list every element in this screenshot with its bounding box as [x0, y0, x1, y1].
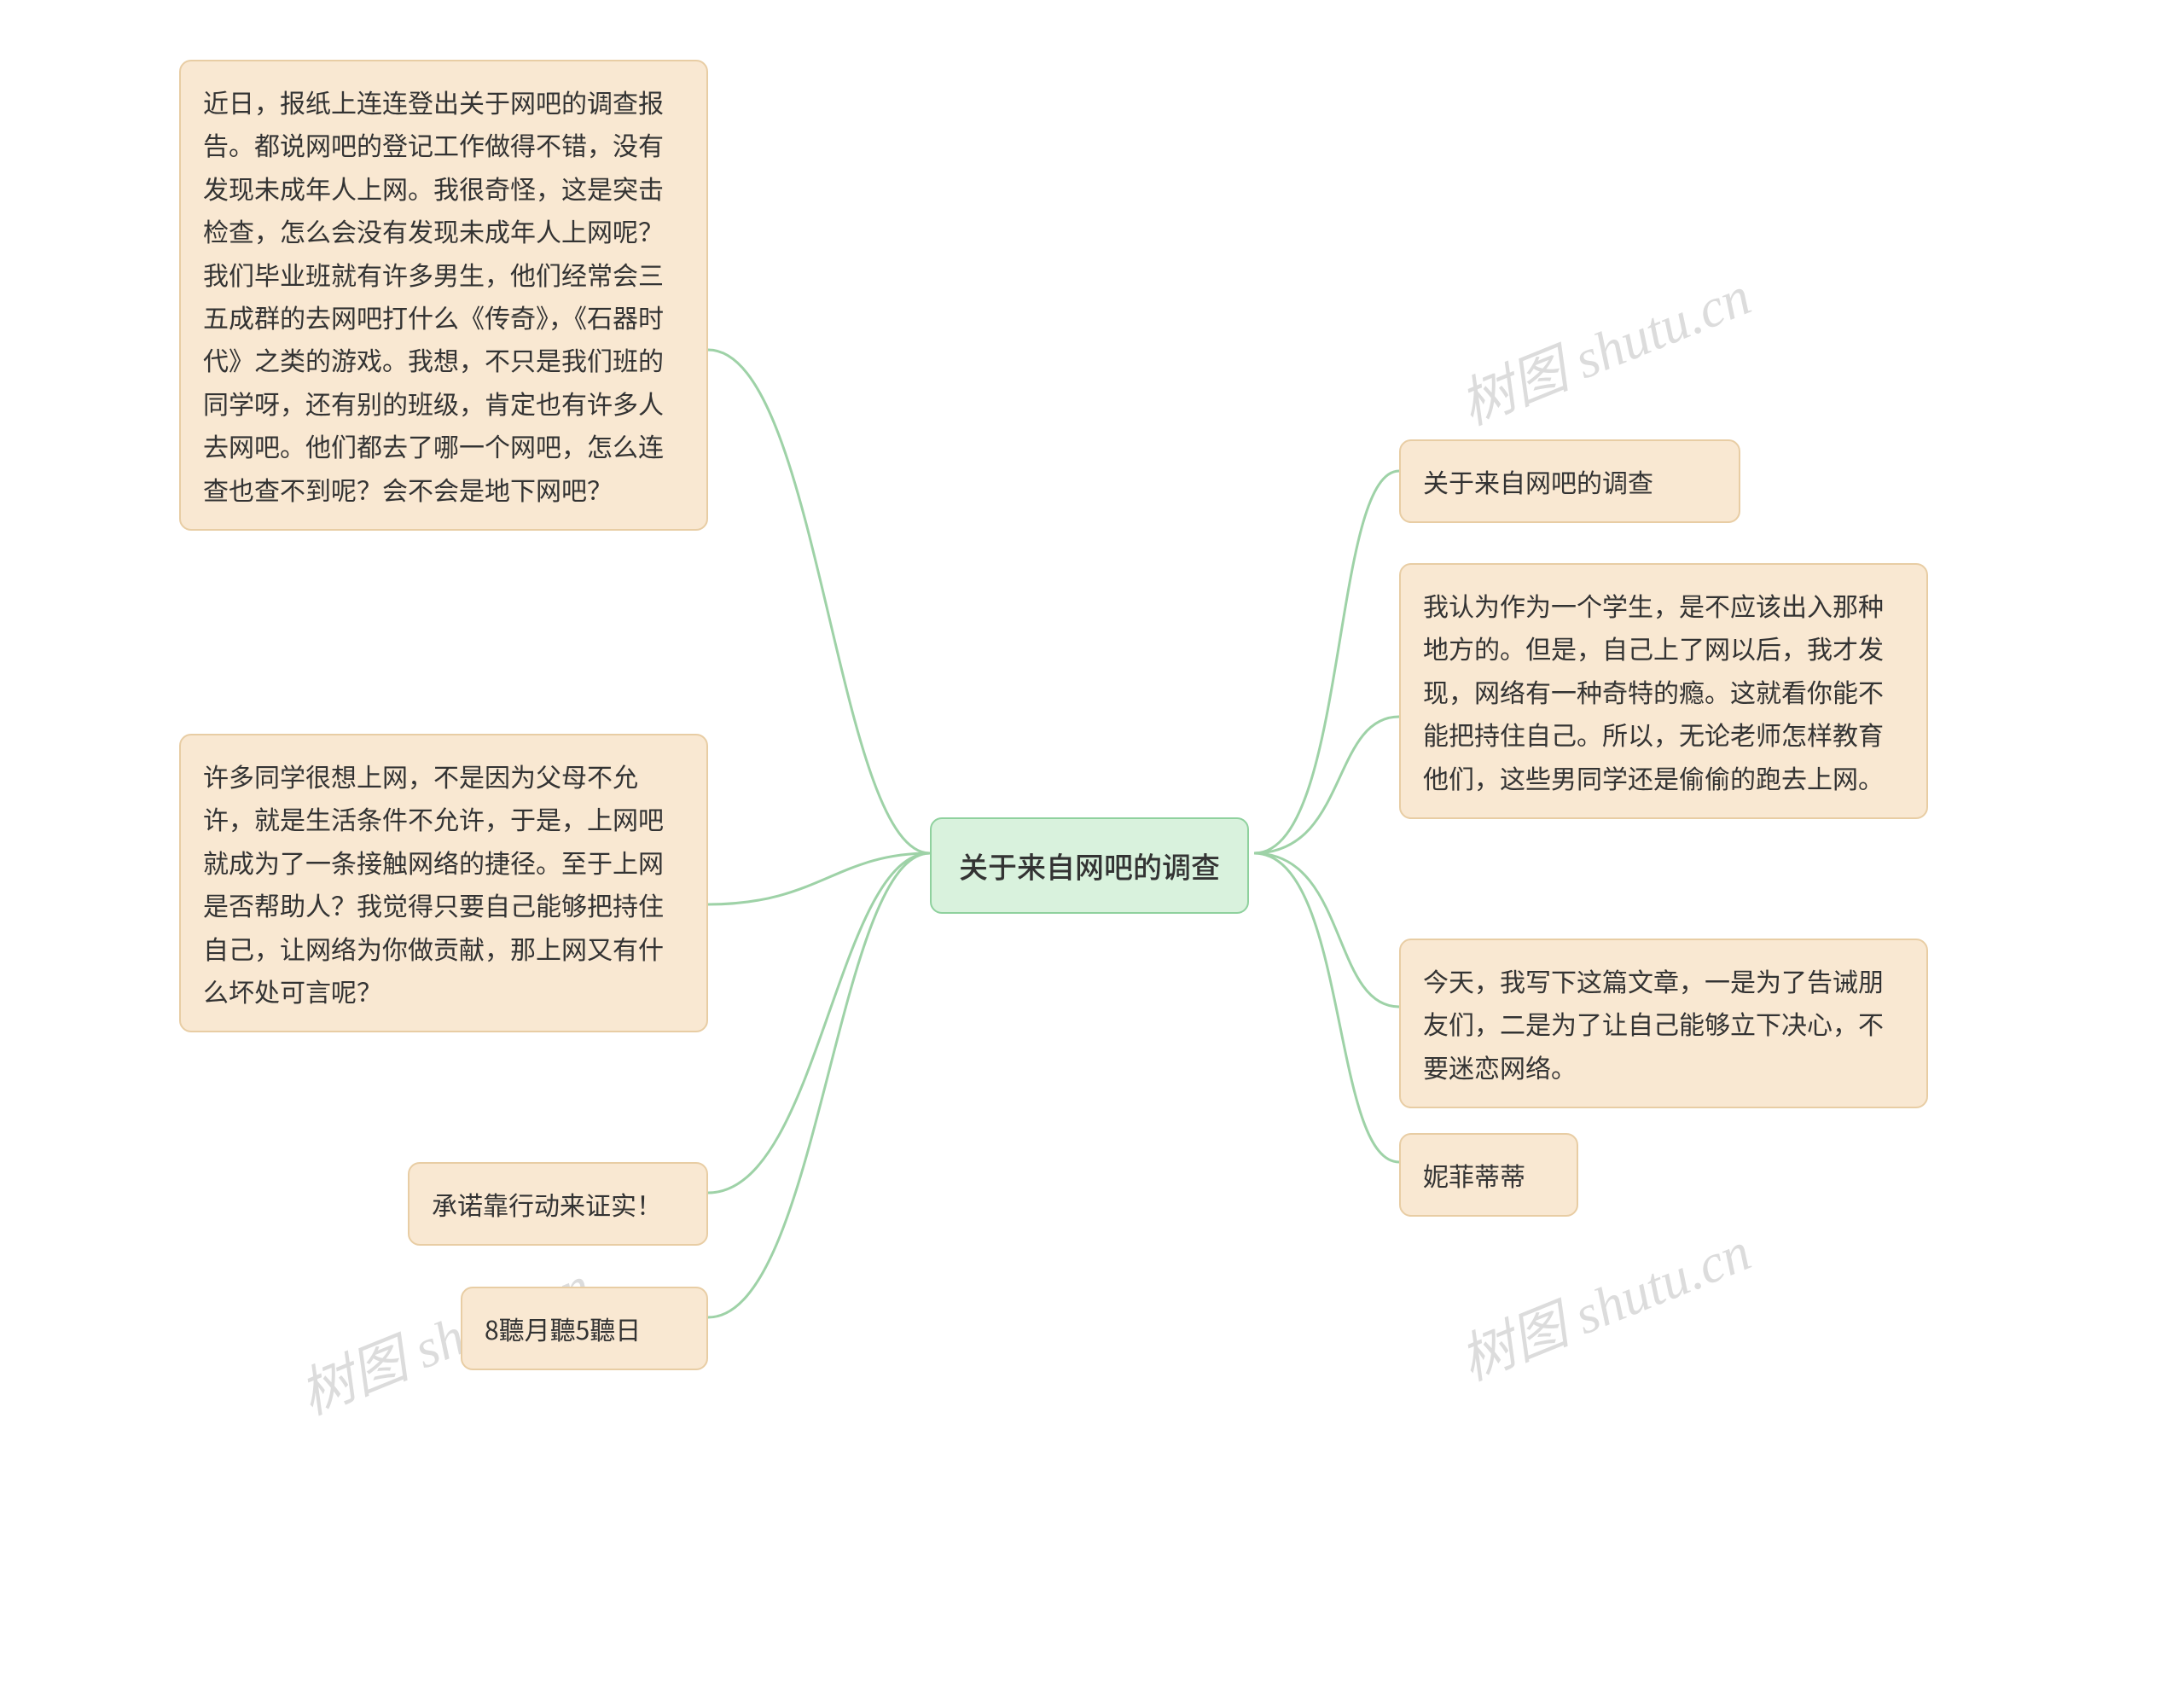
left-node-3[interactable]: 承诺靠行动来证实！	[408, 1162, 708, 1246]
right-node-4[interactable]: 妮菲蒂蒂	[1399, 1133, 1578, 1217]
left-node-4[interactable]: 8聽月聽5聽日	[461, 1287, 708, 1370]
right-node-2[interactable]: 我认为作为一个学生，是不应该出入那种地方的。但是，自己上了网以后，我才发现，网络…	[1399, 563, 1928, 819]
watermark: 树图 shutu.cn	[1447, 253, 1760, 440]
right-node-3[interactable]: 今天，我写下这篇文章，一是为了告诫朋友们，二是为了让自己能够立下决心，不要迷恋网…	[1399, 939, 1928, 1108]
center-node[interactable]: 关于来自网吧的调查	[930, 817, 1249, 914]
right-node-1[interactable]: 关于来自网吧的调查	[1399, 439, 1740, 523]
watermark: 树图 shutu.cn	[1447, 1208, 1760, 1396]
left-node-2[interactable]: 许多同学很想上网，不是因为父母不允许，就是生活条件不允许，于是，上网吧就成为了一…	[179, 734, 708, 1032]
left-node-1[interactable]: 近日，报纸上连连登出关于网吧的调查报告。都说网吧的登记工作做得不错，没有发现未成…	[179, 60, 708, 531]
